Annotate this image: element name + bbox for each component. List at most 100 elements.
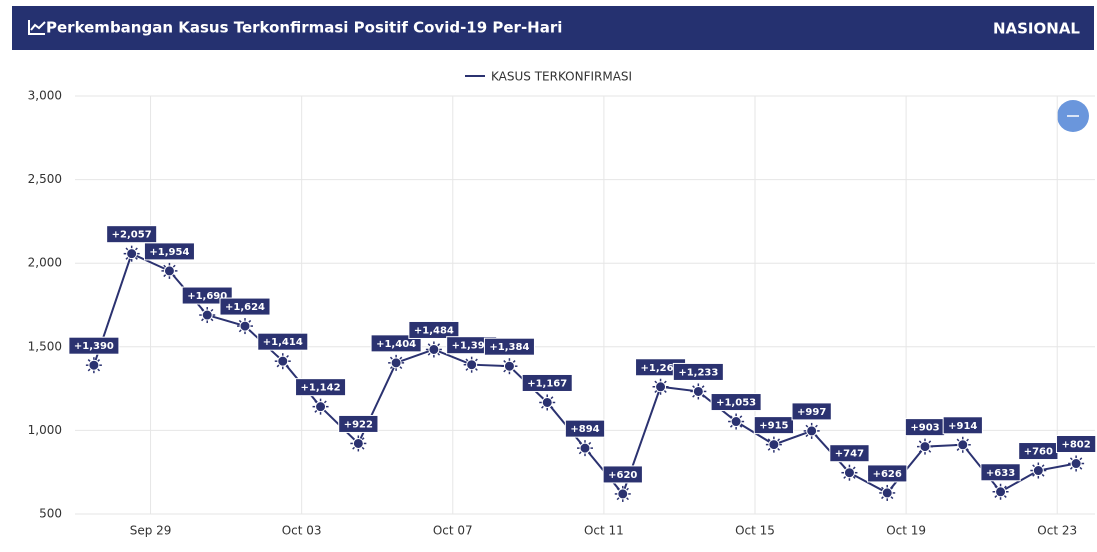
marker-body (352, 437, 364, 449)
marker-body (881, 487, 893, 499)
data-label-box (483, 337, 535, 356)
x-tick-label: Oct 15 (735, 524, 775, 538)
data-label: +903 (910, 423, 939, 434)
data-label: +1,690 (187, 291, 227, 302)
marker-body (1070, 458, 1082, 470)
virus-marker (123, 245, 140, 262)
data-label: +620 (608, 470, 637, 481)
marker-body (617, 488, 629, 500)
data-label: +1,233 (678, 367, 718, 378)
data-label-box (219, 297, 271, 316)
data-label: +1,404 (376, 339, 416, 350)
data-label-box (602, 465, 643, 484)
virus-marker (1068, 455, 1085, 472)
data-label: +1,414 (263, 337, 303, 348)
virus-marker (312, 398, 329, 415)
data-label: +1,384 (489, 342, 529, 353)
y-tick-label: 500 (39, 507, 62, 521)
data-label-box (672, 362, 724, 381)
virus-marker (954, 436, 971, 453)
marker-body (655, 381, 667, 393)
data-label-box (106, 225, 158, 244)
x-tick-label: Oct 23 (1037, 524, 1077, 538)
data-label-box (338, 414, 379, 433)
data-label: +915 (759, 421, 788, 432)
legend-label: KASUS TERKONFIRMASI (491, 70, 632, 84)
data-label: +914 (948, 421, 977, 432)
x-tick-label: Oct 19 (886, 524, 926, 538)
data-label-box (829, 444, 870, 463)
data-label-box (980, 463, 1021, 482)
data-label-box (370, 334, 422, 353)
data-label: +1,484 (414, 325, 454, 336)
y-tick-label: 3,000 (28, 89, 62, 103)
marker-body (1032, 465, 1044, 477)
data-label: +626 (873, 469, 902, 480)
data-label-box (791, 402, 832, 421)
data-label: +1,053 (716, 398, 756, 409)
y-tick-label: 1,500 (28, 339, 62, 353)
virus-marker (199, 307, 216, 324)
virus-marker (879, 484, 896, 501)
x-tick-label: Oct 11 (584, 524, 624, 538)
marker-body (919, 441, 931, 453)
virus-marker (803, 422, 820, 439)
virus-marker (274, 353, 291, 370)
data-label: +1,393 (452, 341, 492, 352)
virus-marker (539, 394, 556, 411)
virus-marker (614, 485, 631, 502)
virus-marker (501, 358, 518, 375)
series-line (92, 252, 1077, 496)
data-label-box (753, 416, 795, 435)
data-label-box (408, 320, 460, 339)
data-label-box (521, 373, 573, 392)
virus-marker (841, 464, 858, 481)
marker-body (806, 425, 818, 437)
marker-body (503, 360, 515, 372)
marker-body (88, 359, 100, 371)
data-label: +1,390 (74, 341, 114, 352)
data-label: +633 (986, 468, 1015, 479)
virus-marker (652, 378, 669, 395)
virus-marker (161, 262, 178, 279)
data-label-box (1055, 435, 1097, 454)
header-bar (12, 6, 1094, 50)
marker-body (579, 442, 591, 454)
zoom-button[interactable] (1057, 100, 1089, 132)
marker-body (768, 439, 780, 451)
data-label-box (68, 336, 120, 355)
data-label-box (942, 416, 983, 435)
data-label-box (257, 332, 309, 351)
header-title: Perkembangan Kasus Terkonfirmasi Positif… (46, 19, 562, 37)
data-label: +760 (1024, 447, 1053, 458)
region-label: NASIONAL (993, 20, 1080, 38)
virus-marker (992, 483, 1009, 500)
virus-marker (237, 318, 253, 335)
data-label: +802 (1061, 440, 1090, 451)
data-label-box (295, 378, 347, 397)
data-label: +1,954 (149, 247, 189, 258)
data-label-box (710, 393, 762, 412)
virus-marker (1030, 462, 1047, 479)
marker-body (428, 343, 440, 355)
marker-body (390, 357, 402, 369)
marker-body (730, 416, 742, 428)
virus-marker (690, 383, 707, 400)
virus-marker (85, 357, 102, 374)
chart-icon (28, 20, 46, 35)
x-tick-label: Oct 07 (433, 524, 473, 538)
data-label-box (143, 242, 195, 261)
marker-body (541, 396, 553, 408)
x-tick-label: Oct 03 (282, 524, 322, 538)
y-tick-label: 2,500 (28, 172, 62, 186)
virus-marker (388, 354, 405, 371)
virus-marker (463, 356, 480, 373)
marker-body (692, 385, 704, 397)
virus-marker (728, 413, 745, 430)
data-label-box (867, 464, 908, 483)
marker-body (277, 355, 289, 367)
marker-body (201, 309, 213, 321)
marker-body (843, 467, 855, 479)
data-label: +2,057 (112, 230, 152, 241)
